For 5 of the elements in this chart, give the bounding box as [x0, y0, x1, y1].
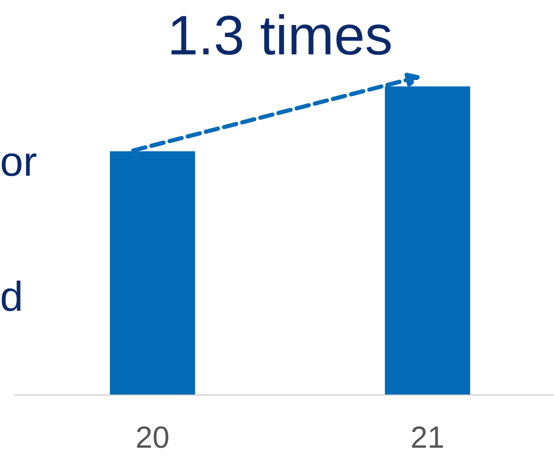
annotation: or — [2, 153, 36, 176]
x-tick-label: 21 — [412, 426, 444, 448]
text: 1.3 times — [172, 14, 391, 55]
x-tick-label: 20 — [137, 426, 168, 448]
annotation: d — [2, 280, 20, 312]
